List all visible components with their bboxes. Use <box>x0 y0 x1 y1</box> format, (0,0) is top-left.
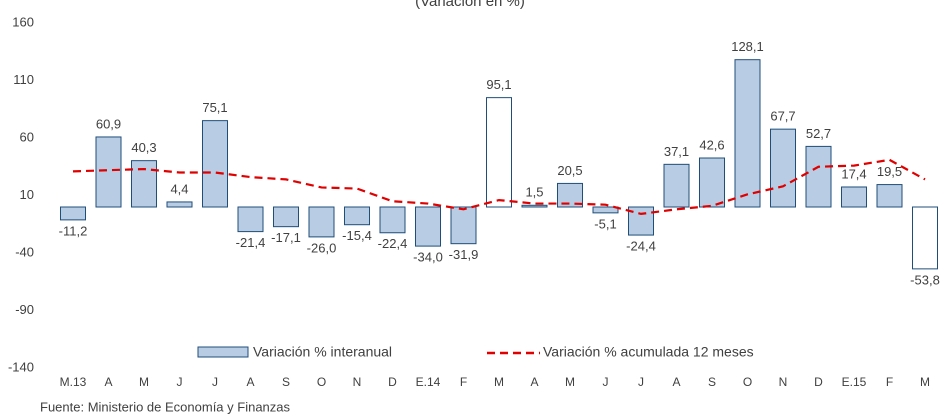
data-label: 128,1 <box>731 39 764 54</box>
bar <box>237 206 264 233</box>
y-tick-label: 60 <box>20 129 34 144</box>
data-label: 37,1 <box>664 144 689 159</box>
x-tick-label: D <box>814 375 823 389</box>
bar <box>60 206 86 221</box>
bar <box>344 206 370 226</box>
bar <box>379 206 406 234</box>
bar <box>592 206 619 214</box>
x-tick-label: J <box>212 375 218 389</box>
x-tick-label: S <box>282 375 290 389</box>
legend-swatch <box>197 346 249 358</box>
x-tick-label: A <box>246 375 254 389</box>
data-label: 20,5 <box>557 163 582 178</box>
bar <box>415 206 441 247</box>
x-tick-label: E.15 <box>842 375 867 389</box>
chart-title: (Variación en %) <box>415 0 525 10</box>
bar <box>841 186 867 208</box>
x-tick-label: F <box>460 375 467 389</box>
bar <box>521 204 548 208</box>
data-label: -11,2 <box>59 223 88 238</box>
legend-label: Variación % interanual <box>253 344 392 360</box>
x-tick-label: M <box>920 375 930 389</box>
bar <box>202 120 228 208</box>
x-tick-label: O <box>743 375 752 389</box>
data-label: 75,1 <box>202 100 227 115</box>
bar <box>770 128 796 208</box>
data-label: 52,7 <box>806 126 831 141</box>
data-label: -26,0 <box>307 240 337 255</box>
x-tick-label: M <box>494 375 504 389</box>
data-label: 17,4 <box>841 166 866 181</box>
data-label: -53,8 <box>910 272 940 287</box>
data-label: 19,5 <box>877 164 902 179</box>
y-tick-label: -40 <box>15 244 34 259</box>
data-label: -22,4 <box>378 236 408 251</box>
source: Fuente: Ministerio de Economía y Finanza… <box>40 399 291 414</box>
data-label: -5,1 <box>594 216 616 231</box>
x-tick-label: A <box>672 375 680 389</box>
x-tick-label: M <box>565 375 575 389</box>
data-label: -15,4 <box>342 228 372 243</box>
y-tick-label: -90 <box>15 302 34 317</box>
bar <box>166 201 193 208</box>
y-tick-label: 110 <box>13 72 34 87</box>
bar <box>557 182 583 208</box>
y-tick-label: -140 <box>8 359 34 374</box>
x-tick-label: A <box>530 375 538 389</box>
bar <box>805 145 832 208</box>
bar <box>486 97 512 208</box>
legend-label: Variación % acumulada 12 meses <box>543 344 754 360</box>
bar <box>273 206 299 228</box>
data-label: -24,4 <box>626 238 656 253</box>
data-label: -21,4 <box>236 235 266 250</box>
data-label: 4,4 <box>170 181 188 196</box>
data-label: -34,0 <box>413 250 443 265</box>
x-tick-label: M <box>139 375 149 389</box>
data-label: 1,5 <box>525 185 543 200</box>
data-label: -31,9 <box>449 247 479 262</box>
x-tick-label: N <box>353 375 362 389</box>
x-tick-label: J <box>177 375 183 389</box>
x-tick-label: N <box>779 375 788 389</box>
data-label: 40,3 <box>131 140 156 155</box>
x-tick-label: M.13 <box>60 375 87 389</box>
bar <box>308 206 335 238</box>
line <box>72 158 926 216</box>
data-label: 42,6 <box>699 137 724 152</box>
bar <box>699 157 725 208</box>
x-tick-label: J <box>603 375 609 389</box>
x-tick-label: J <box>638 375 644 389</box>
data-label: -17,1 <box>271 230 301 245</box>
data-label: 95,1 <box>486 77 511 92</box>
bar <box>912 206 938 270</box>
bar <box>95 136 122 208</box>
y-tick-label: 160 <box>12 14 34 29</box>
bar <box>876 184 903 208</box>
x-tick-label: E.14 <box>416 375 441 389</box>
bar <box>131 160 157 208</box>
x-tick-label: S <box>708 375 716 389</box>
x-tick-label: F <box>886 375 893 389</box>
x-tick-label: D <box>388 375 397 389</box>
x-tick-label: O <box>317 375 326 389</box>
bar <box>663 163 690 208</box>
y-tick-label: 10 <box>20 187 34 202</box>
bar <box>734 59 761 208</box>
data-label: 60,9 <box>96 116 121 131</box>
bar <box>450 206 477 245</box>
data-label: 67,7 <box>770 109 795 124</box>
x-tick-label: A <box>104 375 112 389</box>
